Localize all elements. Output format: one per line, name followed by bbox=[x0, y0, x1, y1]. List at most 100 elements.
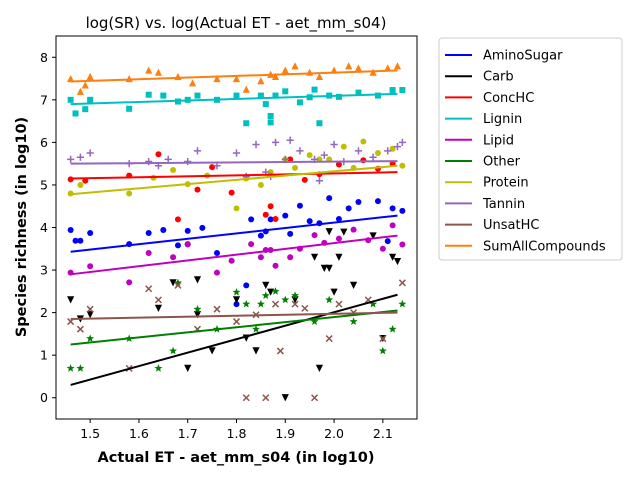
lignin-point bbox=[72, 110, 79, 117]
lipid-point bbox=[399, 241, 406, 248]
tannin-point bbox=[369, 153, 377, 161]
sumallcompounds-point bbox=[281, 66, 289, 74]
conchc-point bbox=[287, 156, 294, 163]
other-point bbox=[398, 299, 407, 308]
unsathc-point bbox=[232, 318, 241, 326]
unsathc-point bbox=[398, 279, 406, 287]
x-tick-label: 1.6 bbox=[129, 426, 149, 441]
tannin-point bbox=[232, 149, 241, 157]
protein-point bbox=[340, 143, 347, 150]
aminosugar-point bbox=[160, 227, 167, 234]
tannin-point bbox=[252, 140, 260, 149]
sumallcompounds-point bbox=[393, 62, 402, 70]
legend-label: Other bbox=[483, 155, 521, 170]
lipid-point bbox=[350, 226, 357, 233]
unsathc-point bbox=[325, 335, 333, 343]
tannin-point bbox=[384, 147, 392, 155]
aminosugar-point bbox=[287, 230, 294, 237]
other-point bbox=[388, 325, 397, 333]
unsathc-point bbox=[335, 300, 343, 308]
lipid-point bbox=[184, 241, 191, 248]
unsathc-point bbox=[262, 394, 270, 402]
legend-label: Lipid bbox=[483, 133, 514, 148]
legend-label: Carb bbox=[483, 70, 514, 85]
protein-point bbox=[374, 150, 381, 157]
lipid-point bbox=[379, 245, 386, 252]
legend-label: ConcHC bbox=[483, 91, 534, 106]
legend-label: Protein bbox=[483, 176, 529, 191]
aminosugar-point bbox=[145, 230, 152, 237]
carb-point bbox=[330, 288, 338, 296]
aminosugar-point bbox=[355, 198, 362, 205]
other-point bbox=[252, 325, 261, 333]
other-point bbox=[325, 295, 334, 304]
legend-label: UnsatHC bbox=[483, 218, 539, 233]
protein-point bbox=[233, 205, 240, 212]
lignin-point bbox=[399, 87, 406, 94]
aminosugar-point bbox=[282, 212, 289, 219]
tannin-point bbox=[320, 151, 328, 159]
aminosugar-point bbox=[335, 215, 342, 222]
carb-point bbox=[86, 311, 94, 319]
aminosugar-point bbox=[184, 227, 191, 234]
sumallcompounds-point bbox=[188, 79, 197, 87]
aminosugar-point bbox=[374, 198, 381, 205]
x-tick-label: 1.5 bbox=[80, 426, 100, 441]
sumallcompounds-point bbox=[354, 64, 363, 72]
unsathc-point bbox=[174, 281, 182, 289]
protein-point bbox=[360, 138, 367, 145]
aminosugar-point bbox=[384, 238, 391, 245]
sumallcompounds-point bbox=[145, 66, 153, 74]
tannin-point bbox=[271, 138, 280, 146]
other-point bbox=[154, 364, 163, 372]
carb-point bbox=[340, 228, 348, 236]
lipid-point bbox=[228, 257, 235, 264]
carb-point bbox=[193, 276, 202, 284]
legend: AminoSugar Carb ConcHC Lignin Lipid Other Prot… bbox=[438, 37, 623, 261]
sumallcompounds-point bbox=[76, 87, 84, 95]
other-point bbox=[232, 287, 241, 296]
legend-label: Lignin bbox=[483, 112, 522, 127]
unsathc-point bbox=[271, 300, 280, 308]
protein-point bbox=[257, 181, 264, 188]
other-point bbox=[291, 291, 300, 299]
aminosugar-point bbox=[267, 216, 274, 223]
other-point bbox=[193, 305, 202, 313]
lipid-point bbox=[389, 222, 396, 229]
carb-point bbox=[320, 264, 328, 272]
carb-point bbox=[281, 394, 289, 402]
unsathc-point bbox=[213, 305, 221, 313]
tannin-point bbox=[296, 147, 304, 155]
lignin-point bbox=[267, 113, 274, 120]
carb-point bbox=[393, 257, 402, 266]
unsathc-point bbox=[86, 305, 94, 313]
protein-point bbox=[306, 152, 313, 159]
lipid-point bbox=[213, 269, 220, 276]
y-tick-label: 2 bbox=[40, 305, 48, 320]
tannin-point bbox=[393, 143, 402, 151]
x-tick-label: 2.0 bbox=[324, 426, 344, 441]
conchc-point bbox=[267, 203, 274, 210]
legend-item-carb: Carb bbox=[445, 70, 514, 85]
lignin-point bbox=[82, 106, 89, 113]
sumallcompounds-point bbox=[315, 72, 324, 81]
y-axis-label: Species richness (in log10) bbox=[14, 117, 30, 337]
protein-point bbox=[126, 190, 133, 197]
tannin-point bbox=[193, 147, 202, 155]
aminosugar-point bbox=[87, 230, 94, 237]
carb-point bbox=[325, 228, 333, 236]
lignin-fit-line bbox=[70, 92, 398, 106]
legend-item-protein: Protein bbox=[445, 176, 529, 191]
series-conchc bbox=[67, 151, 396, 223]
y-tick-label: 5 bbox=[40, 177, 48, 192]
unsathc-point bbox=[291, 300, 299, 308]
carb-fit-line bbox=[70, 293, 398, 386]
lignin-point bbox=[262, 101, 269, 108]
aminosugar-point bbox=[213, 250, 220, 257]
lignin-point bbox=[87, 96, 94, 103]
aminosugar-point bbox=[72, 237, 79, 244]
lipid-point bbox=[257, 254, 264, 261]
unsathc-point bbox=[276, 347, 284, 355]
y-tick-label: 3 bbox=[40, 263, 48, 278]
